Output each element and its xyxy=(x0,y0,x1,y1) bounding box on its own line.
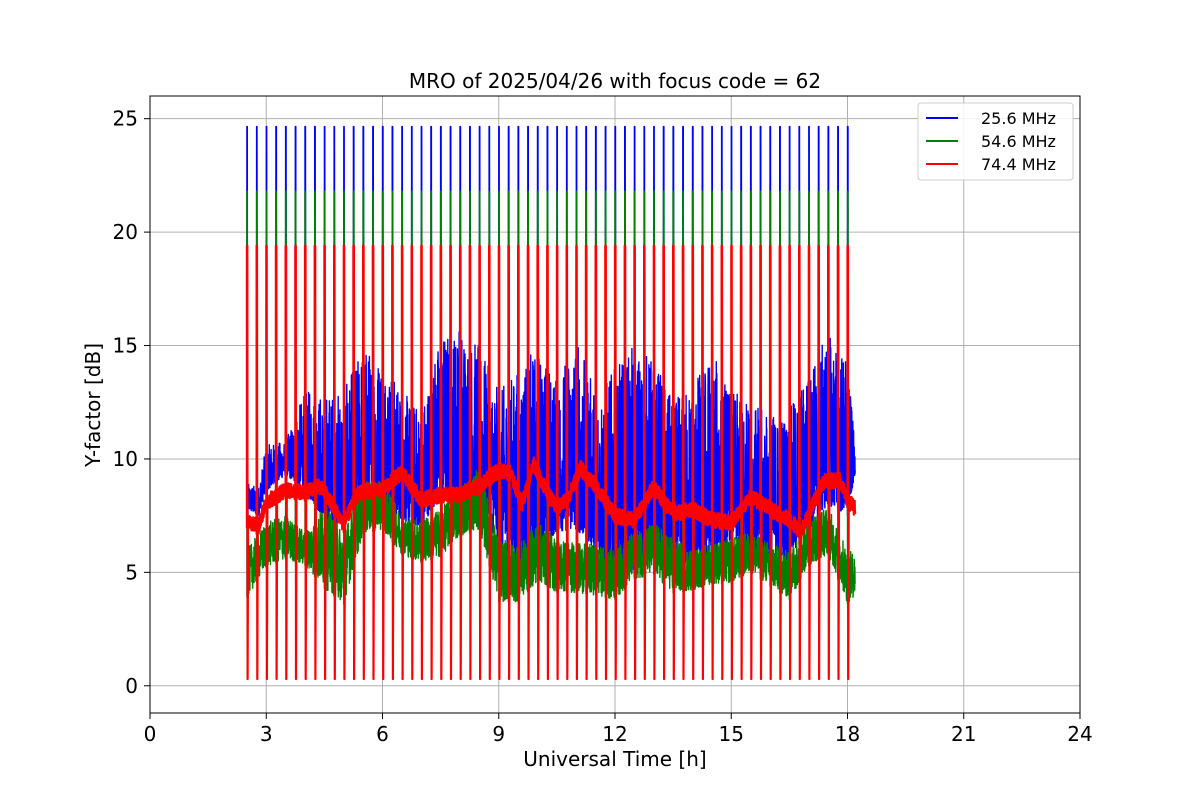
series-line-2 xyxy=(245,244,857,681)
y-tick-label: 10 xyxy=(113,447,138,471)
y-tick-label: 5 xyxy=(125,560,138,584)
y-axis-label: Y-factor [dB] xyxy=(81,343,105,468)
x-tick-label: 24 xyxy=(1067,722,1092,746)
data-layer xyxy=(245,125,857,681)
series-line-0 xyxy=(246,125,856,680)
y-tick-label: 15 xyxy=(113,334,138,358)
legend: 25.6 MHz 54.6 MHz 74.4 MHz xyxy=(917,102,1074,181)
x-tick-label: 0 xyxy=(144,722,157,746)
y-tick-label: 25 xyxy=(113,107,138,131)
x-tick-label: 18 xyxy=(835,722,860,746)
x-axis-label: Universal Time [h] xyxy=(523,747,706,771)
legend-label-2: 74.4 MHz xyxy=(981,155,1056,174)
x-tick-label: 12 xyxy=(602,722,627,746)
chart-title: MRO of 2025/04/26 with focus code = 62 xyxy=(409,69,821,93)
legend-label-0: 25.6 MHz xyxy=(981,109,1056,128)
legend-label-1: 54.6 MHz xyxy=(981,132,1056,151)
x-tick-label: 15 xyxy=(719,722,744,746)
x-tick-label: 9 xyxy=(492,722,505,746)
x-tick-label: 6 xyxy=(376,722,389,746)
axis-ticks: 0 3 6 9 12 15 18 21 24 0 5 10 15 20 25 xyxy=(113,107,1093,746)
legend-box xyxy=(917,102,1074,181)
x-tick-label: 3 xyxy=(260,722,273,746)
y-tick-label: 20 xyxy=(113,220,138,244)
x-tick-label: 21 xyxy=(951,722,976,746)
series-line-1 xyxy=(246,190,856,680)
y-tick-label: 0 xyxy=(125,674,138,698)
